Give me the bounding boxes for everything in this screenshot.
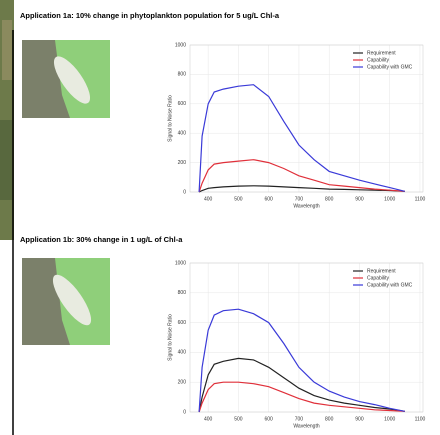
x-tick-label: 700 (295, 416, 304, 422)
x-tick-label: 1100 (415, 416, 426, 422)
y-tick-label: 800 (178, 72, 187, 78)
x-tick-label: 500 (234, 196, 243, 202)
map-strip (2, 20, 12, 80)
plot-frame (189, 44, 424, 193)
data-line (198, 84, 405, 193)
x-tick-label: 900 (355, 416, 364, 422)
x-tick-label: 800 (325, 196, 334, 202)
y-tick-label: 600 (178, 320, 187, 326)
y-tick-label: 1000 (175, 42, 186, 48)
legend-label: Requirement (367, 268, 396, 274)
x-tick-label: 800 (325, 416, 334, 422)
y-tick-label: 0 (183, 189, 186, 195)
x-tick-label: 500 (234, 416, 243, 422)
chart-title: Application 1b: 30% change in 1 ug/L of … (20, 235, 183, 244)
y-axis-label: Signal to Noise Ratio (167, 314, 173, 361)
x-tick-label: 1000 (384, 196, 395, 202)
y-tick-label: 1000 (175, 260, 186, 266)
y-tick-label: 400 (178, 131, 187, 137)
x-tick-label: 600 (265, 416, 274, 422)
x-tick-label: 400 (204, 416, 213, 422)
y-axis-label: Signal to Noise Ratio (167, 95, 173, 142)
thumbnail (22, 258, 110, 345)
legend-label: Capability with GMC (367, 64, 413, 70)
data-line (198, 159, 405, 193)
x-axis-label: Wavelength (293, 423, 319, 429)
x-tick-label: 600 (265, 196, 274, 202)
plot-frame (189, 262, 424, 413)
legend-label: Requirement (367, 50, 396, 56)
data-line (198, 381, 405, 413)
x-tick-label: 700 (295, 196, 304, 202)
data-line (198, 308, 405, 413)
data-line (198, 185, 405, 193)
y-tick-label: 200 (178, 160, 187, 166)
legend-label: Capability with GMC (367, 282, 413, 288)
x-tick-label: 900 (355, 196, 364, 202)
y-tick-label: 600 (178, 101, 187, 107)
x-tick-label: 400 (204, 196, 213, 202)
y-tick-label: 800 (178, 290, 187, 296)
x-axis-label: Wavelength (293, 203, 319, 209)
x-tick-label: 1100 (415, 196, 426, 202)
x-tick-label: 1000 (384, 416, 395, 422)
chart-title: Application 1a: 10% change in phytoplank… (20, 11, 280, 20)
y-tick-label: 0 (183, 409, 186, 415)
legend-label: Capability (367, 57, 389, 63)
data-line (198, 357, 405, 413)
legend-label: Capability (367, 275, 389, 281)
y-tick-label: 400 (178, 350, 187, 356)
thumbnail (22, 40, 110, 118)
map-strip (0, 120, 12, 200)
y-tick-label: 200 (178, 380, 187, 386)
